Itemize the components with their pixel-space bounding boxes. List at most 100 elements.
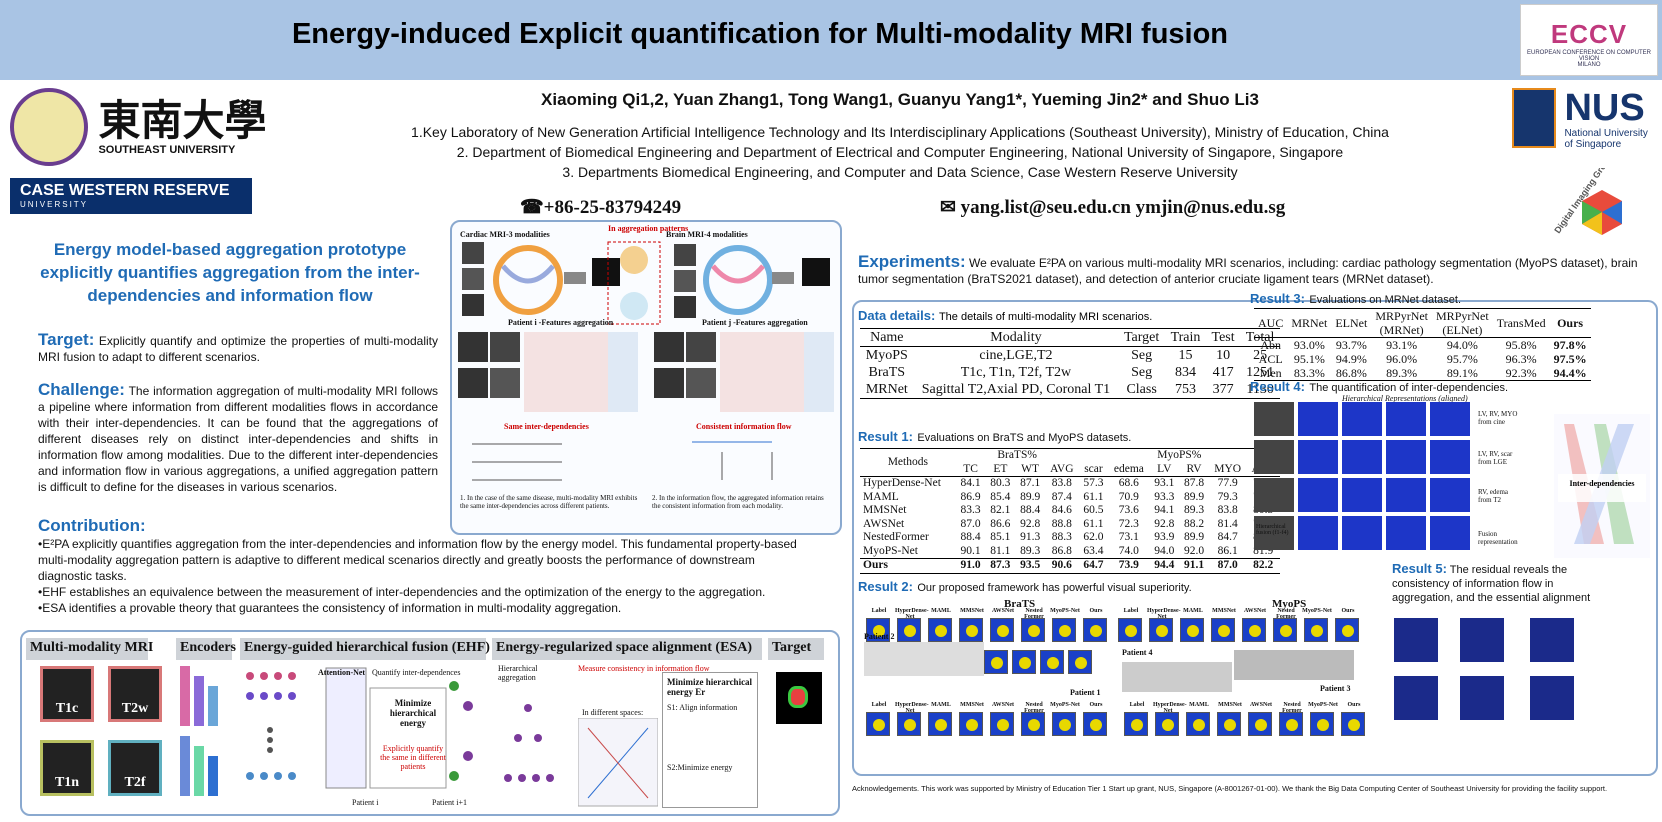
- cell: 61.1: [1083, 517, 1104, 530]
- nus-l1: National University: [1564, 128, 1648, 139]
- affil-3: 3. Departments Biomedical Engineering, a…: [562, 164, 1238, 180]
- visual-thumb: [866, 618, 890, 642]
- cell: 89.9: [1184, 490, 1205, 503]
- cell: 81.4: [1217, 517, 1238, 530]
- visual-thumb: [1083, 618, 1107, 642]
- cell: 86.9: [960, 490, 981, 503]
- cell: 87.8: [1184, 477, 1205, 489]
- cell: 87.3: [985, 558, 1016, 573]
- visual-thumb: [1180, 618, 1204, 642]
- col-header: Target: [1118, 328, 1165, 347]
- cell: ACL: [1258, 352, 1283, 366]
- residual-row-1: [1394, 618, 1590, 668]
- representation-tile: [1254, 402, 1294, 436]
- visual-method-label: MAML: [1189, 702, 1209, 708]
- cell: 73.1: [1118, 531, 1139, 543]
- mri-t1n: T1n: [40, 740, 94, 796]
- eccv-name: ECCV: [1550, 19, 1628, 49]
- col-header: TC: [963, 462, 978, 475]
- cell: 93.1%: [1386, 338, 1418, 352]
- visual-thumb: [1052, 618, 1076, 642]
- residual-res: [1530, 618, 1574, 662]
- table-row: AWSNet 87.0 86.6 92.8 88.8 61.1 72.3 92.8 88.2 81…: [860, 518, 1280, 532]
- visual-thumb: [1155, 712, 1179, 736]
- nus-l2: of Singapore: [1564, 139, 1622, 150]
- cell: 79.3: [1217, 490, 1238, 503]
- interdep-flow-schematic: [472, 441, 773, 481]
- cell: 72.3: [1118, 517, 1139, 530]
- header-band: [0, 0, 1662, 80]
- cell: 88.4: [1020, 504, 1041, 516]
- seu-name-en: SOUTHEAST UNIVERSITY: [98, 144, 236, 156]
- er-box: Minimize hierarchical energy Er S1: Alig…: [662, 672, 758, 808]
- visual-thumb: [1304, 618, 1328, 642]
- cell: 81.1: [990, 544, 1011, 557]
- cell: 83.8: [1051, 477, 1072, 489]
- target-image: [776, 672, 822, 724]
- minimize-energy-label: Minimize hierarchical energy: [389, 698, 437, 728]
- representation-tile: [1342, 440, 1382, 474]
- cell: 82.1: [990, 504, 1011, 516]
- seu-name-cn: 東南大學: [98, 96, 267, 145]
- table-row: HyperDense-Net 84.1 80.3 87.1 83.8 57.3 68.6 93…: [860, 477, 1280, 491]
- visual-method-label: AWSNet: [1250, 702, 1272, 708]
- visual-thumb: [1211, 618, 1235, 642]
- pipe-header-target: Target: [768, 638, 824, 660]
- visual-thumb: [959, 618, 983, 642]
- cell: MyoPS: [865, 348, 908, 363]
- visual-thumb: [1149, 618, 1173, 642]
- cell: 80.3: [990, 477, 1011, 489]
- cell: 86.8: [1051, 544, 1072, 557]
- s2-label: S2:Minimize energy: [667, 763, 733, 772]
- visual-method-label: AWSNet: [992, 608, 1014, 614]
- nus-logo: NUS National University of Singapore: [1512, 88, 1660, 160]
- visual-method-label: MMSNet: [960, 608, 984, 614]
- cell: Abn: [1260, 338, 1281, 352]
- cell: cine,LGE,T2: [979, 348, 1053, 363]
- representation-tile: [1342, 478, 1382, 512]
- cell: 95.7%: [1446, 352, 1478, 366]
- visual-thumb: [1118, 618, 1142, 642]
- dig-logo: Digital Imaging Group of London: [1530, 114, 1650, 248]
- cell: 89.3%: [1386, 366, 1418, 380]
- col-header: ELNet: [1331, 308, 1372, 338]
- col-header: scar: [1084, 462, 1103, 475]
- representation-tile: [1298, 402, 1338, 436]
- col-header: ET: [993, 462, 1008, 475]
- cell: 93.7%: [1335, 338, 1367, 352]
- visual-method-label: HyperDense-Net: [1147, 608, 1181, 620]
- mri-label: T1n: [54, 775, 80, 790]
- hier-agg-label: Hierarchical aggregation: [498, 664, 538, 682]
- visual-thumb: [1335, 618, 1359, 642]
- visual-thumb: [1186, 712, 1210, 736]
- cell: 62.0: [1083, 531, 1104, 543]
- contribution-item: •EHF establishes an equivalence between …: [38, 585, 766, 599]
- cell: 74.0: [1118, 544, 1139, 557]
- myops-row-2: Label HyperDense-Net MAML MMSNet AWSNet Neste…: [1122, 702, 1372, 736]
- representation-tile: [1386, 516, 1426, 550]
- residual-res: [1530, 676, 1574, 720]
- experiments-intro: Experiments: We evaluate E²PA on various…: [858, 253, 1658, 287]
- cell: 84.7: [1217, 531, 1238, 543]
- result3-desc: Evaluations on MRNet dataset.: [1309, 294, 1461, 306]
- cell: 82.2: [1246, 558, 1280, 573]
- visual-method-label: MAML: [1183, 608, 1203, 614]
- mri-label: T2w: [121, 701, 149, 716]
- visual-thumb: [897, 618, 921, 642]
- patient-j-label: Patient j -Features aggregation: [702, 318, 808, 327]
- cell: 90.1: [960, 544, 981, 557]
- visual-method-label: Ours: [1347, 702, 1361, 708]
- inter-dep-label: Inter-dependencies: [1569, 479, 1634, 488]
- pipe-header-mri: Multi-modality MRI: [26, 638, 153, 660]
- cell: Ours: [860, 558, 956, 573]
- cell: AWSNet: [863, 517, 905, 530]
- cell: 377: [1212, 382, 1234, 397]
- cell: 84.1: [960, 477, 981, 489]
- cell: 10: [1216, 348, 1231, 363]
- visual-method-label: Label: [871, 608, 887, 614]
- visual-thumb: [1279, 712, 1303, 736]
- email-link[interactable]: ✉ yang.list@seu.edu.cn ymjin@nus.edu.sg: [940, 197, 1286, 218]
- visual-method-label: MAML: [931, 608, 951, 614]
- representation-tile: [1386, 402, 1426, 436]
- alignment-space: [578, 718, 658, 807]
